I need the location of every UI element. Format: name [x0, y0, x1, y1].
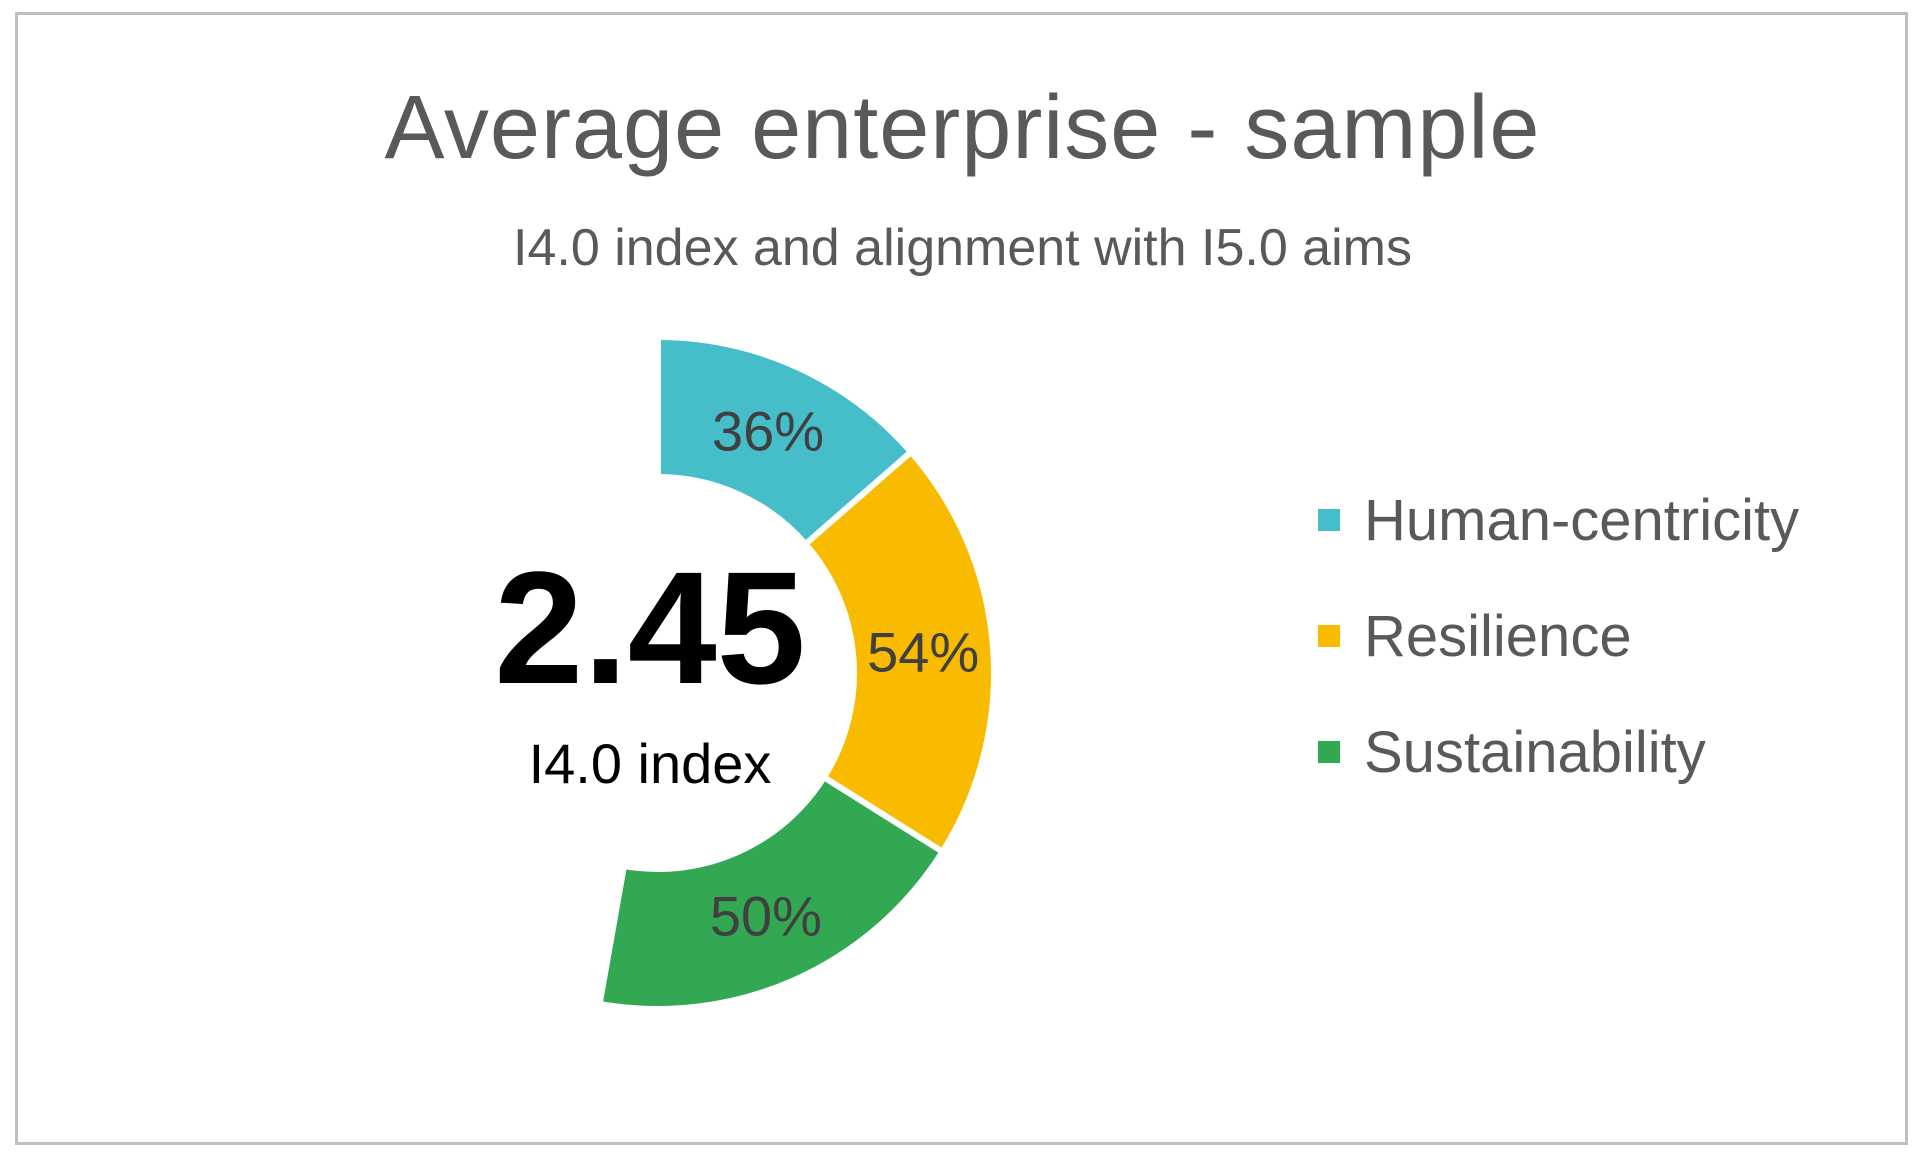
donut-segment-label: 36% [712, 399, 824, 462]
donut-segments [596, 333, 997, 1013]
legend-label: Resilience [1364, 603, 1632, 669]
donut-segment-sustainability [596, 773, 947, 1013]
legend-item-resilience: Resilience [1318, 578, 1799, 694]
legend-swatch [1318, 741, 1340, 763]
legend-swatch [1318, 509, 1340, 531]
chart-title: Average enterprise - sample [384, 78, 1541, 178]
legend-label: Human-centricity [1364, 487, 1800, 553]
donut-segment-label: 50% [710, 885, 822, 948]
legend-item-sustainability: Sustainability [1318, 694, 1799, 810]
chart-legend: Human-centricity Resilience Sustainabili… [1318, 462, 1799, 810]
chart-subtitle: I4.0 index and alignment with I5.0 aims [513, 219, 1412, 277]
legend-item-human-centricity: Human-centricity [1318, 462, 1799, 578]
center-value: 2.45 [494, 538, 806, 717]
donut-segment-label: 54% [867, 621, 979, 684]
donut-segment-labels: 36% 54% 50% [710, 399, 979, 947]
donut-segment-resilience [801, 447, 997, 856]
center-label: I4.0 index [528, 732, 772, 795]
legend-label: Sustainability [1364, 719, 1706, 785]
legend-swatch [1318, 625, 1340, 647]
